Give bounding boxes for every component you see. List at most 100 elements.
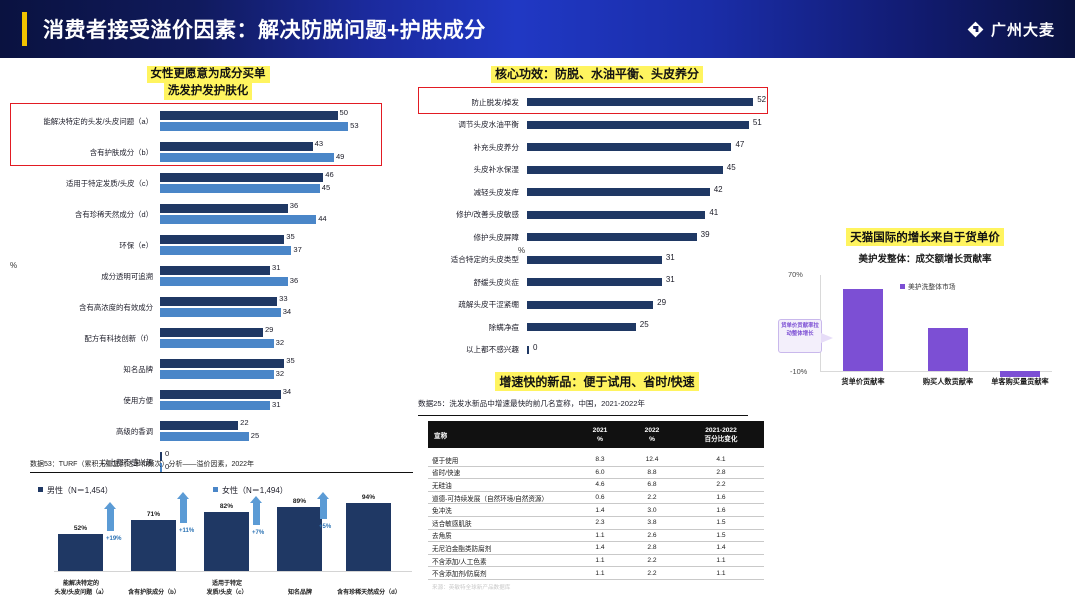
table-cell-change: 1.6 (716, 494, 726, 502)
left-chart-axis-unit: % (10, 261, 18, 270)
table-cell-claim: 不含添加剂/防腐剂 (432, 571, 487, 579)
right-chart-zero-line (820, 371, 1052, 372)
table-row: 无硅油 4.6 6.8 2.2 (428, 479, 764, 492)
left-chart-bar-female (160, 401, 271, 410)
left-chart-value-female: 32 (275, 338, 285, 347)
left-chart-row: 配方有科技创新（f） 29 32 (12, 323, 408, 354)
left-chart-row-label: 配方有科技创新（f） (84, 334, 153, 343)
left-chart-bar-male (160, 142, 313, 151)
left-chart-bar-male (160, 173, 324, 182)
left-chart-bar-female (160, 153, 334, 162)
mid-chart-row: 舒缓头皮炎症 31 (412, 271, 782, 294)
left-chart-row-label: 环保（e） (119, 241, 153, 250)
left-chart-row: 环保（e） 35 37 (12, 230, 408, 261)
left-chart-value-female: 25 (250, 431, 260, 440)
table-cell-2021: 1.1 (595, 557, 605, 565)
table-cell-claim: 去角质 (432, 533, 452, 541)
right-chart-title: 天猫国际的增长来自于货单价 (846, 228, 1004, 246)
left-chart-row-bars: 35 37 (160, 232, 408, 257)
left-chart-row-label: 高级的香调 (116, 427, 153, 436)
table-source: 来源：英敏特全球新产品数据库 (432, 584, 511, 591)
table-cell-2022: 2.6 (647, 531, 657, 539)
table-cell-claim: 不含添加/人工色素 (432, 558, 487, 566)
mid-chart-value: 47 (735, 140, 745, 150)
table-cell-claim: 免冲洗 (432, 508, 452, 516)
right-chart-body: 70% -10% 美护洗整体市场 货单价贡献率拉动整体增长 货单价贡献率 购买人数… (778, 270, 1070, 386)
table-header-2022-year: 2022 (644, 426, 660, 434)
mid-chart-bar (527, 188, 710, 197)
left-chart-row-label: 含有护肤成分（b） (89, 148, 153, 157)
column-chart-bar (277, 506, 322, 571)
left-chart-value-male: 22 (240, 418, 249, 427)
mid-chart-row: 调节头皮水油平衡 51 (412, 114, 782, 137)
mid-chart-row-bar-wrap: 29 (527, 298, 782, 311)
mid-chart-row-label: 适合特定的头皮类型 (450, 255, 519, 265)
table-cell-2022: 2.2 (647, 494, 657, 502)
mid-sub-title: 增速快的新品：便于试用、省时/快速 (495, 372, 699, 391)
column-chart-bar (58, 533, 103, 571)
legend-swatch-female (213, 487, 218, 492)
mid-chart-row-label: 舒缓头皮炎症 (473, 277, 519, 287)
table-body: 便于使用 8.3 12.4 4.1 省时/快速 6.0 8.8 2.8 无硅油 4.6 6.8 2.2… (428, 454, 764, 580)
table-cell-2021: 4.6 (595, 481, 605, 489)
right-chart-subtitle: 美护发整体：成交额增长贡献率 (858, 254, 992, 265)
table-cell-2022: 6.8 (647, 481, 657, 489)
left-chart-row-label: 适用于特定发质/头皮（c） (65, 179, 153, 188)
left-chart-row-bars: 29 32 (160, 325, 408, 350)
mid-chart-value: 41 (709, 207, 719, 217)
table-cell-change: 1.5 (716, 531, 726, 539)
mid-chart-row-label: 修护头皮屏障 (473, 232, 519, 242)
mid-chart-row-label: 减轻头皮发痒 (473, 187, 519, 197)
mid-chart-row-bar-wrap: 31 (527, 253, 782, 266)
mid-chart-row-bar-wrap: 0 (527, 343, 782, 356)
left-chart-value-male: 33 (279, 294, 288, 303)
mid-chart-value: 42 (713, 185, 723, 195)
column-chart-category-label: 含有护肤成分（b） (128, 590, 180, 596)
table-row: 便于使用 8.3 12.4 4.1 (428, 454, 764, 467)
right-chart-bar (843, 289, 883, 371)
left-chart-row: 高级的香调 22 25 (12, 416, 408, 447)
right-chart-title-wrap: 天猫国际的增长来自于货单价 (780, 228, 1070, 246)
right-chart-y-bottom-label: -10% (790, 367, 808, 376)
mid-sub-divider (418, 415, 748, 417)
table-row: 不含添加/人工色素 1.1 2.2 1.1 (428, 555, 764, 568)
mid-chart-row-label: 修护/改善头皮敏感 (456, 210, 519, 220)
left-chart-value-female: 31 (272, 400, 281, 409)
mid-chart-row-label: 除螨净痘 (488, 322, 519, 332)
column-chart-value: 52% (73, 524, 88, 532)
table-cell-change: 1.4 (716, 544, 726, 552)
left-chart-row: 以上都不感兴趣 0 0 (12, 447, 408, 478)
right-chart-category-label: 货单价贡献率 (841, 377, 885, 386)
table-cell-2021: 1.1 (595, 531, 605, 539)
mid-chart-value: 51 (752, 117, 762, 127)
left-chart-bar-female (160, 184, 320, 193)
left-chart-row: 适用于特定发质/头皮（c） 46 45 (12, 168, 408, 199)
left-chart-value-male: 36 (289, 201, 299, 210)
left-chart-value-male: 31 (272, 263, 281, 272)
left-chart-row: 含有高浓度的有效成分 33 34 (12, 292, 408, 323)
left-chart-bar-male (160, 390, 281, 399)
mid-chart-bar (527, 255, 662, 264)
table-cell-claim: 便于使用 (432, 457, 459, 465)
mid-chart-value: 25 (639, 320, 649, 330)
left-chart-value-female: 49 (335, 152, 345, 161)
note-divider (30, 472, 413, 473)
right-chart-legend: 美护洗整体市场 (900, 281, 956, 291)
left-chart-bar-male (160, 359, 285, 368)
mid-chart-row: 补充头皮养分 47 (412, 136, 782, 159)
left-chart-value-male: 50 (339, 108, 348, 117)
column-chart-axis (54, 571, 412, 572)
table-cell-claim: 无硅油 (432, 482, 452, 490)
left-chart-row-bars: 33 34 (160, 294, 408, 319)
mid-chart-title-text: 核心功效：防脱、水油平衡、头皮养分 (490, 66, 703, 83)
column-chart-value: 71% (146, 510, 161, 518)
table-cell-change: 1.5 (716, 519, 726, 527)
table-cell-2021: 0.6 (595, 494, 605, 502)
mid-sub-data-note: 数据25：洗发水新品中增速最快的前几名宣称，中国，2021-2022年 (418, 399, 646, 408)
table-header-2022: 2022 % (626, 426, 678, 444)
left-chart-row-bars: 34 31 (160, 387, 408, 412)
right-chart-callout-tail (821, 333, 833, 343)
table-cell-2022: 2.2 (647, 569, 657, 577)
table-header-2021-unit: % (597, 435, 603, 443)
mid-chart-row-bar-wrap: 45 (527, 163, 782, 176)
